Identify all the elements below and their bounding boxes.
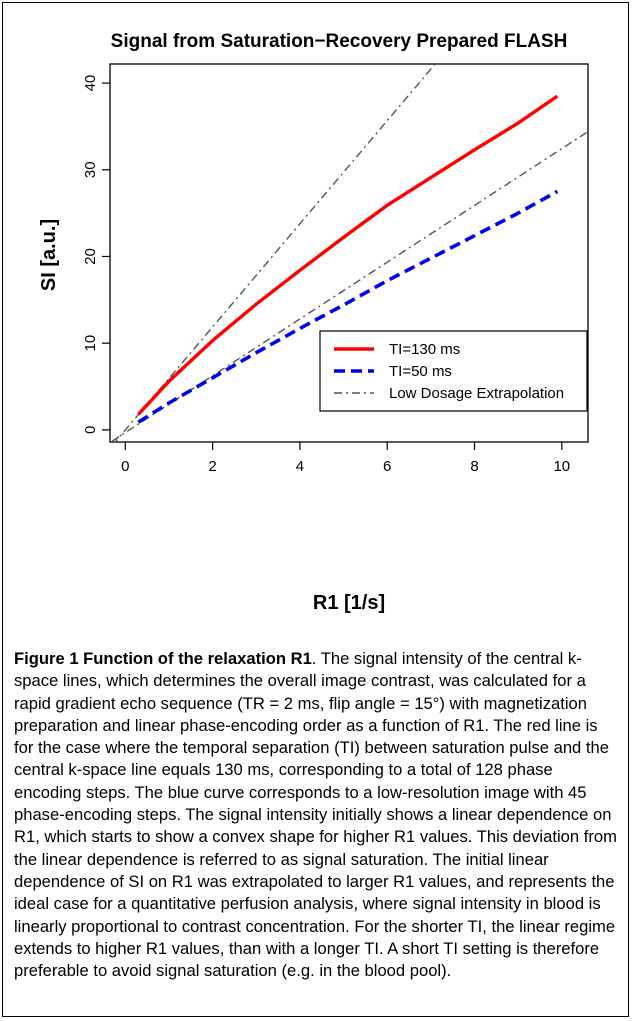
chart-title: Signal from Saturation−Recovery Prepared… <box>111 31 568 52</box>
caption-body: . The signal intensity of the central k-… <box>14 649 617 981</box>
series-layer <box>111 64 588 442</box>
x-tick-label-0: 0 <box>121 458 129 475</box>
plot-area <box>109 63 589 443</box>
y-tick-label-4: 40 <box>82 75 99 92</box>
series-line-0 <box>137 94 559 416</box>
x-tick-label-3: 6 <box>383 458 391 475</box>
y-tick-label-0: 0 <box>82 426 99 434</box>
y-tick-label-3: 30 <box>82 161 99 178</box>
x-tick-label-1: 2 <box>208 458 216 475</box>
legend-box <box>319 330 588 412</box>
series-line-1 <box>137 189 559 424</box>
x-axis: 0 2 4 6 8 10 <box>121 442 570 475</box>
y-tick-label-2: 20 <box>82 248 99 265</box>
y-tick-label-1: 10 <box>82 335 99 352</box>
legend-label-1: TI=50 ms <box>389 363 452 380</box>
y-axis: 0 10 20 30 40 <box>82 75 110 434</box>
legend: TI=130 ms TI=50 ms Low Dosage Extrapolatio… <box>319 330 588 412</box>
series-line-2 <box>114 64 436 442</box>
plot-border <box>109 63 589 443</box>
y-axis-label: SI [a.u.] <box>38 219 60 291</box>
figure-caption: Figure 1 Function of the relaxation R1. … <box>14 648 619 982</box>
legend-label-0: TI=130 ms <box>389 341 460 358</box>
caption-heading: Figure 1 Function of the relaxation R1 <box>14 649 312 668</box>
series-line-3 <box>111 131 588 442</box>
x-tick-label-4: 8 <box>470 458 478 475</box>
legend-label-2: Low Dosage Extrapolation <box>389 385 564 402</box>
x-tick-label-5: 10 <box>553 458 570 475</box>
chart: Signal from Saturation−Recovery Prepared… <box>38 31 589 614</box>
x-tick-label-2: 4 <box>296 458 304 475</box>
x-axis-label: R1 [1/s] <box>313 592 385 614</box>
